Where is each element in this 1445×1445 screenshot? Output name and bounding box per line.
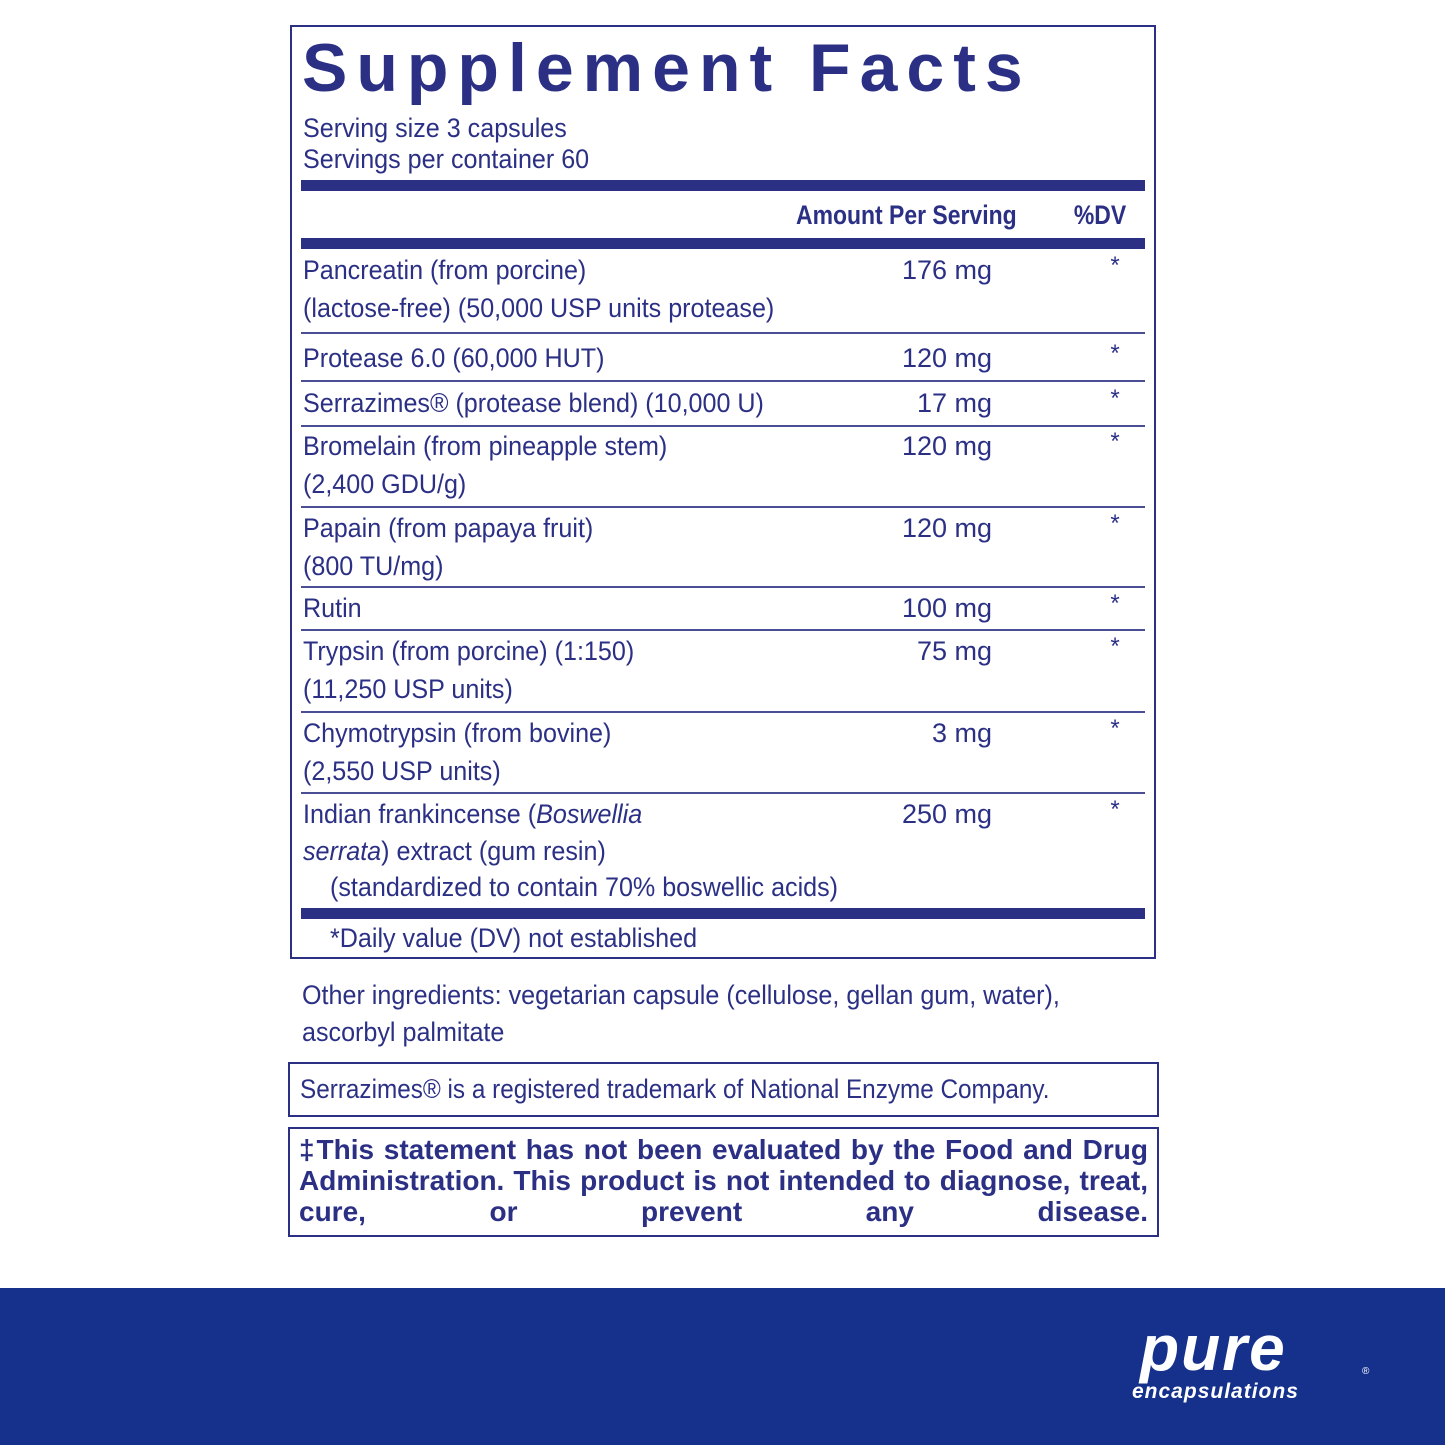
- ingredient-dv: *: [1110, 590, 1120, 617]
- row-divider: [301, 332, 1145, 334]
- ingredient-detail: (2,550 USP units): [303, 756, 501, 786]
- ingredient-name: Pancreatin (from porcine): [303, 255, 587, 285]
- ingredient-name: Chymotrypsin (from bovine): [303, 718, 612, 748]
- ingredient-name: Protease 6.0 (60,000 HUT): [303, 343, 605, 373]
- registered-mark: ®: [1362, 1366, 1370, 1377]
- ingredient-amount: 250 mg: [901, 799, 992, 829]
- disclaimer-text: ‡This statement has not been evaluated b…: [299, 1134, 1148, 1227]
- other-ingredients-line-1: Other ingredients: vegetarian capsule (c…: [302, 980, 1060, 1010]
- ingredient-name: serrata) extract (gum resin): [303, 836, 606, 866]
- row-divider: [301, 506, 1145, 508]
- ingredient-dv: *: [1110, 252, 1120, 279]
- ingredient-name: Indian frankincense (Boswellia: [303, 799, 643, 829]
- ingredient-detail: (2,400 GDU/g): [303, 469, 467, 499]
- ingredient-amount: 17 mg: [916, 388, 992, 418]
- panel-title: Supplement Facts: [302, 30, 1032, 106]
- disclaimer-box: ‡This statement has not been evaluated b…: [288, 1127, 1159, 1237]
- brand-logo-name: pure: [1140, 1312, 1287, 1384]
- ingredient-amount: 120 mg: [901, 513, 992, 543]
- ingredient-amount: 120 mg: [901, 343, 992, 373]
- ingredient-name: Rutin: [303, 593, 362, 623]
- header-dv: %DV: [1073, 200, 1127, 230]
- ingredient-amount: 176 mg: [901, 255, 992, 285]
- divider-thick: [301, 238, 1145, 249]
- trademark-box: Serrazimes® is a registered trademark of…: [288, 1062, 1159, 1117]
- divider-thick: [301, 908, 1145, 919]
- ingredient-detail: (11,250 USP units): [303, 674, 513, 704]
- ingredient-detail: (800 TU/mg): [303, 551, 444, 581]
- ingredient-dv: *: [1110, 340, 1120, 367]
- row-divider: [301, 425, 1145, 427]
- ingredient-dv: *: [1110, 796, 1120, 823]
- ingredient-name: Trypsin (from porcine) (1:150): [303, 636, 635, 666]
- serving-size: Serving size 3 capsules: [303, 113, 567, 143]
- ingredient-dv: *: [1110, 385, 1120, 412]
- ingredient-name: Bromelain (from pineapple stem): [303, 431, 668, 461]
- servings-per-container: Servings per container 60: [303, 144, 590, 174]
- brand-logo-tagline: encapsulations: [1132, 1380, 1299, 1403]
- row-divider: [301, 629, 1145, 631]
- row-divider: [301, 711, 1145, 713]
- ingredient-dv: *: [1110, 633, 1120, 660]
- row-divider: [301, 380, 1145, 382]
- ingredient-dv: *: [1110, 428, 1120, 455]
- header-amount: Amount Per Serving: [796, 200, 1017, 230]
- row-divider: [301, 586, 1145, 588]
- ingredient-amount: 100 mg: [901, 593, 992, 623]
- brand-banner: [0, 1288, 1445, 1445]
- ingredient-name: Serrazimes® (protease blend) (10,000 U): [303, 388, 764, 418]
- footnote: *Daily value (DV) not established: [330, 923, 698, 953]
- supplement-facts-panel: [290, 25, 1156, 959]
- ingredient-amount: 3 mg: [931, 718, 992, 748]
- trademark-text: Serrazimes® is a registered trademark of…: [300, 1074, 1050, 1104]
- divider-thick: [301, 180, 1145, 191]
- ingredient-detail: (standardized to contain 70% boswellic a…: [330, 872, 839, 902]
- ingredient-name: Papain (from papaya fruit): [303, 513, 594, 543]
- other-ingredients-line-2: ascorbyl palmitate: [302, 1017, 505, 1047]
- ingredient-detail: (lactose-free) (50,000 USP units proteas…: [303, 293, 775, 323]
- ingredient-dv: *: [1110, 510, 1120, 537]
- row-divider: [301, 792, 1145, 794]
- ingredient-amount: 75 mg: [916, 636, 992, 666]
- ingredient-amount: 120 mg: [901, 431, 992, 461]
- ingredient-dv: *: [1110, 715, 1120, 742]
